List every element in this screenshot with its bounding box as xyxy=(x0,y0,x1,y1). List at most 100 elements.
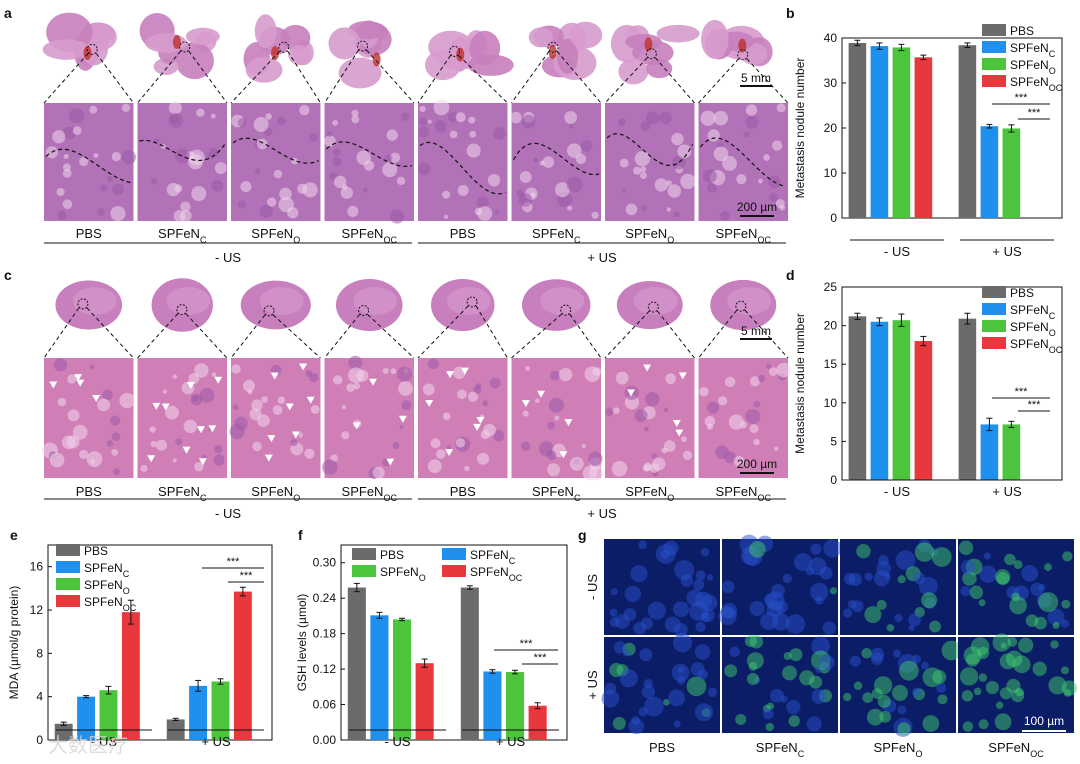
group-label: - US xyxy=(385,734,411,749)
bar xyxy=(99,690,118,740)
tissue-texture xyxy=(645,391,660,407)
tissue-texture xyxy=(750,376,761,387)
tissue-texture xyxy=(324,135,336,147)
tissue-texture xyxy=(663,407,669,413)
tissue-texture xyxy=(418,126,430,138)
fluorescence-tile xyxy=(840,637,962,737)
cell-signal xyxy=(962,721,974,732)
cell-signal xyxy=(862,692,874,704)
tissue-texture xyxy=(150,440,157,448)
nodule-arrowhead xyxy=(264,454,273,462)
tissue-texture xyxy=(310,405,320,414)
cell-signal xyxy=(856,543,871,559)
legend-label: SPFeNO xyxy=(1010,320,1056,338)
cell-signal xyxy=(724,664,738,678)
group-label: SPFeNOC xyxy=(716,484,772,503)
tissue-texture xyxy=(446,445,451,450)
tissue-texture xyxy=(554,415,560,421)
panel-letter: d xyxy=(786,267,795,283)
tissue-texture xyxy=(256,138,268,150)
bar xyxy=(914,57,933,218)
tissue-texture xyxy=(273,169,283,179)
cell-signal xyxy=(647,601,666,620)
cell-signal xyxy=(861,648,872,659)
tissue-texture xyxy=(67,374,77,384)
tissue-texture xyxy=(477,206,493,221)
cell-signal xyxy=(897,705,907,715)
tissue-texture xyxy=(520,441,531,451)
tissue-texture xyxy=(427,119,432,124)
cell-signal xyxy=(853,681,863,690)
zoom-line xyxy=(654,57,695,104)
zoom-marker xyxy=(176,304,188,316)
tissue-texture xyxy=(775,199,785,209)
liver-section-highlight xyxy=(727,287,772,315)
cell-signal xyxy=(829,587,838,595)
tissue-texture xyxy=(745,408,761,425)
group-label: SPFeNO xyxy=(625,484,674,503)
cell-signal xyxy=(782,665,797,681)
group-label: SPFeNO xyxy=(625,226,674,245)
micrograph-tile xyxy=(510,103,601,221)
tissue-texture xyxy=(617,118,626,127)
micrograph-tile xyxy=(698,358,791,478)
tissue-texture xyxy=(290,438,298,447)
group-label: SPFeNC xyxy=(532,226,581,245)
cell-signal xyxy=(895,550,916,571)
cell-signal xyxy=(638,540,647,550)
tissue-texture xyxy=(100,184,108,192)
tissue-texture xyxy=(399,424,404,429)
tissue-texture xyxy=(180,201,191,212)
tissue-texture xyxy=(464,465,470,472)
tissue-texture xyxy=(625,203,638,216)
cell-signal xyxy=(823,539,842,558)
nodule-arrowhead xyxy=(425,400,434,408)
tissue-texture xyxy=(72,126,82,136)
panel-letter: g xyxy=(578,527,587,543)
group-label: SPFeNC xyxy=(532,484,581,503)
y-tick-label: 12 xyxy=(30,603,44,617)
tissue-texture xyxy=(322,459,338,475)
tissue-texture xyxy=(252,441,262,452)
nodule-arrowhead xyxy=(74,374,83,382)
nodule-arrowhead xyxy=(198,458,207,466)
cell-signal xyxy=(842,692,852,702)
tissue-texture xyxy=(231,364,241,374)
tissue-texture xyxy=(63,153,69,160)
tissue-texture xyxy=(418,162,431,176)
tissue-texture xyxy=(389,152,401,163)
tumor-boundary xyxy=(512,142,600,176)
tissue-texture xyxy=(584,366,601,382)
tissue-texture xyxy=(168,101,182,115)
tissue-texture xyxy=(753,438,760,446)
tissue-texture xyxy=(534,398,540,404)
tissue-texture xyxy=(575,153,587,165)
tissue-texture xyxy=(768,367,778,376)
panel-letter: a xyxy=(4,5,12,21)
tumor-boundary xyxy=(139,139,226,161)
micrograph-tile xyxy=(231,103,321,221)
cell-signal xyxy=(977,646,990,659)
bar xyxy=(460,587,479,740)
cell-signal xyxy=(864,572,873,581)
tissue-texture xyxy=(106,440,114,447)
plot-frame xyxy=(340,544,568,741)
cell-signal xyxy=(892,684,909,701)
tissue-texture xyxy=(188,149,205,166)
tissue-texture xyxy=(619,158,629,168)
cell-signal xyxy=(1062,551,1073,562)
cell-signal xyxy=(1013,560,1023,570)
tissue-texture xyxy=(111,432,121,442)
group-label: + US xyxy=(992,484,1022,499)
bar xyxy=(958,45,977,219)
zoom-marker xyxy=(645,48,657,60)
hemorrhage-spot xyxy=(738,38,747,53)
tissue-texture xyxy=(510,111,522,124)
cell-signal xyxy=(1018,637,1034,653)
tissue-texture xyxy=(119,392,135,409)
cell-signal xyxy=(749,634,764,649)
micrograph-tile xyxy=(137,358,227,478)
cell-signal xyxy=(995,701,1004,709)
cell-signal xyxy=(706,574,714,581)
chart-panel-f: f 0.00 0.06 0.12 0.18 0.24 0.30 GSH levels (µmo… xyxy=(295,527,568,749)
